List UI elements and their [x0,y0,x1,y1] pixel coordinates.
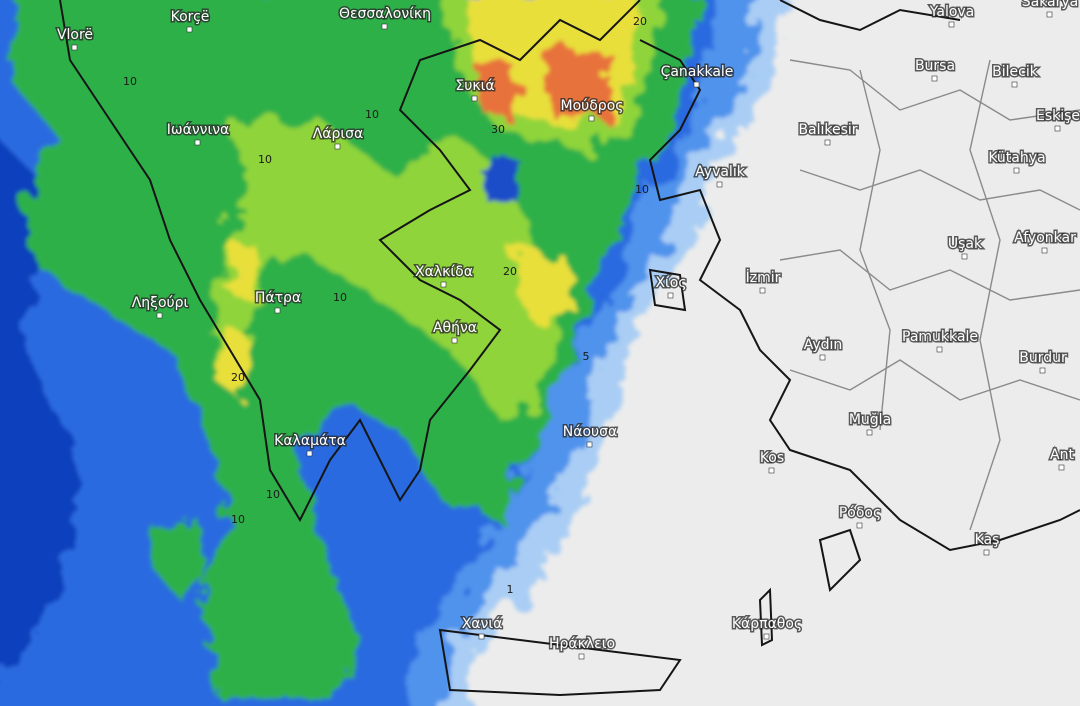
city-marker [1011,81,1018,88]
city-label: Χίος [655,275,686,291]
city-marker [759,287,766,294]
city-label: Bursa [915,58,955,74]
city-label: Χανιά [462,616,503,632]
city-marker [381,23,388,30]
city-marker [931,75,938,82]
city-marker [194,139,201,146]
city-marker [763,633,770,640]
city-marker [716,181,723,188]
city-label: Αθήνα [433,320,477,336]
city-marker [578,653,585,660]
city-marker [440,281,447,288]
city-marker [451,337,458,344]
city-label: Ληξούρι [132,295,189,311]
city-marker [1039,367,1046,374]
city-marker [586,441,593,448]
city-label: Uşak [948,236,983,252]
city-marker [71,44,78,51]
city-label: Ηράκλειο [549,636,615,652]
contour-label: 10 [333,291,347,304]
contour-label: 10 [231,513,245,526]
city-label: Νάουσα [563,424,617,440]
city-label: Ant [1050,447,1074,463]
city-marker [478,633,485,640]
contour-label: 20 [503,265,517,278]
city-marker [274,307,281,314]
city-marker [693,81,700,88]
city-label: Bilecik [992,64,1039,80]
city-marker [983,549,990,556]
city-marker [306,450,313,457]
city-marker [1013,167,1020,174]
contour-label: 10 [266,488,280,501]
city-label: Ιωάννινα [167,122,230,138]
city-label: Συκιά [455,78,494,94]
city-label: Ayvalık [695,164,746,180]
precipitation-field [0,0,787,706]
city-label: Kaş [975,532,1000,548]
city-marker [961,253,968,260]
city-label: Vlorë [57,27,93,43]
city-label: Balıkesir [798,122,857,138]
city-marker [1054,125,1061,132]
city-label: Καλαμάτα [274,433,346,449]
city-label: Afyonkar [1014,230,1076,246]
city-label: Λάρισα [313,126,364,142]
city-marker [186,26,193,33]
city-label: Kos [760,450,784,466]
contour-label: 20 [633,15,647,28]
city-marker [156,312,163,319]
city-label: Sakarya [1022,0,1079,10]
contour-label: 10 [365,108,379,121]
city-marker [1046,11,1053,18]
city-marker [667,292,674,299]
city-label: Θεσσαλονίκη [339,6,431,22]
city-marker [1058,464,1065,471]
city-marker [936,346,943,353]
city-label: Eskişe [1036,108,1080,124]
city-marker [856,522,863,529]
city-marker [866,429,873,436]
city-label: Burdur [1019,350,1067,366]
contour-label: 10 [123,75,137,88]
map-labels: Vlorë Korçë Θεσσαλονίκη Yalova Sakarya Çanakk… [55,0,1080,660]
city-marker [824,139,831,146]
contour-label: 20 [231,371,245,384]
city-label: Κάρπαθος [732,616,802,632]
city-marker [948,21,955,28]
city-label: Πάτρα [255,290,301,306]
city-marker [768,467,775,474]
city-label: Μούδρος [561,98,624,114]
city-label: Ρόδος [839,505,881,521]
contour-label: 10 [258,153,272,166]
city-label: Pamukkale [902,329,978,345]
contour-label: 30 [491,123,505,136]
city-marker [334,143,341,150]
city-marker [588,115,595,122]
contour-label: 5 [583,350,590,363]
city-label: Korçë [171,9,210,25]
contour-label: 10 [635,183,649,196]
city-label: Χαλκίδα [415,264,473,280]
city-marker [471,95,478,102]
city-marker [819,354,826,361]
city-marker [1041,247,1048,254]
contour-label: 1 [507,583,514,596]
coastlines [59,0,1080,697]
province-borders [779,59,1080,531]
city-label: Aydın [804,337,843,353]
city-label: Muğla [849,412,891,428]
city-label: İzmir [746,268,781,286]
city-label: Çanakkale [661,64,734,80]
city-label: Kütahya [988,150,1045,166]
city-label: Yalova [929,4,975,20]
